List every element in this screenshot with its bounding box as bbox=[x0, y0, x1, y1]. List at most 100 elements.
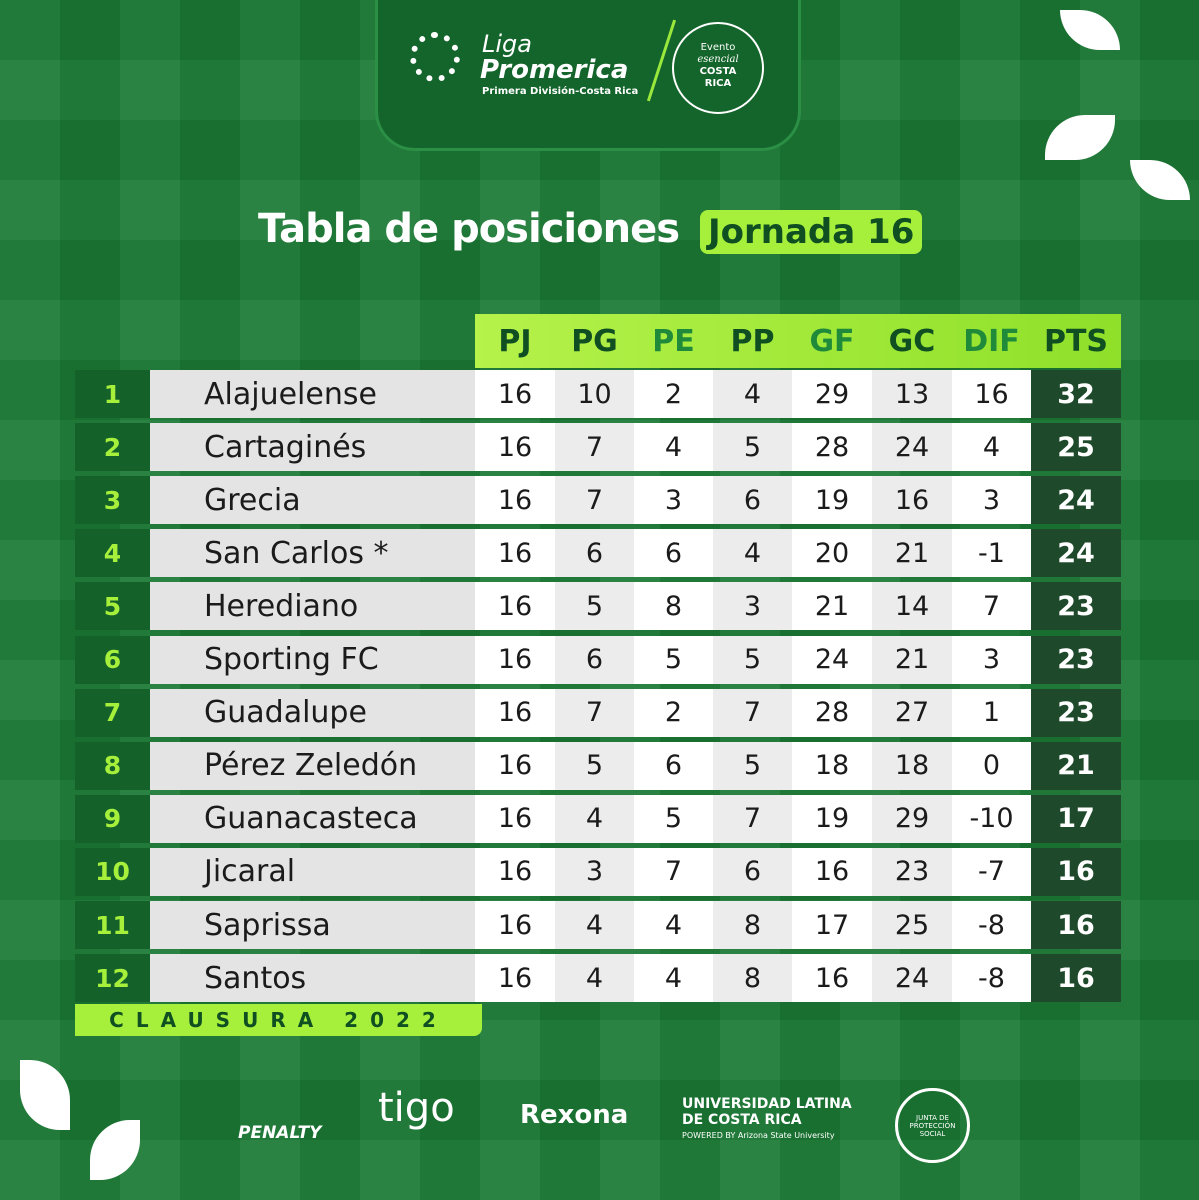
stat: 28 bbox=[792, 688, 872, 737]
team: Herediano bbox=[150, 582, 475, 631]
stat: 7 bbox=[713, 794, 792, 843]
column-header: PP bbox=[730, 323, 775, 359]
stat: 7 bbox=[713, 688, 792, 737]
stat: 16 bbox=[475, 529, 555, 578]
event-text: esencial bbox=[697, 54, 739, 65]
stat: 16 bbox=[792, 847, 872, 896]
sponsor: DE COSTA RICA bbox=[682, 1112, 802, 1128]
stat: 21 bbox=[872, 529, 952, 578]
stat: 16 bbox=[792, 954, 872, 1003]
column-header: DIF bbox=[963, 323, 1020, 359]
stat: 6 bbox=[634, 741, 713, 790]
sponsor: POWERED BY Arizona State University bbox=[682, 1131, 835, 1140]
header-band bbox=[475, 314, 1121, 368]
stat: 8 bbox=[713, 954, 792, 1003]
stat: 14 bbox=[872, 582, 952, 631]
stat: 20 bbox=[792, 529, 872, 578]
stat: 29 bbox=[792, 370, 872, 418]
column-header: GF bbox=[809, 323, 855, 359]
stat: 10 bbox=[555, 370, 634, 418]
rank: 11 bbox=[75, 901, 150, 949]
stat: 16 bbox=[475, 423, 555, 472]
stat: 24 bbox=[872, 954, 952, 1003]
league-subtitle: Primera División-Costa Rica bbox=[482, 86, 639, 97]
stat: 5 bbox=[713, 635, 792, 684]
stat: 3 bbox=[555, 847, 634, 896]
points: 24 bbox=[1031, 529, 1121, 578]
stat: 6 bbox=[555, 635, 634, 684]
stat: 4 bbox=[713, 370, 792, 418]
stat: -1 bbox=[952, 529, 1031, 578]
team: Jicaral bbox=[150, 847, 475, 896]
stat: 16 bbox=[475, 741, 555, 790]
stat: 4 bbox=[634, 954, 713, 1003]
stat: 17 bbox=[792, 901, 872, 949]
stat: 4 bbox=[952, 423, 1031, 472]
stat: 18 bbox=[872, 741, 952, 790]
leaf bbox=[1130, 160, 1190, 200]
stat: 4 bbox=[634, 423, 713, 472]
rank: 12 bbox=[75, 954, 150, 1003]
stat: 7 bbox=[555, 688, 634, 737]
season-footer: CLAUSURA 2022 bbox=[75, 1004, 482, 1036]
team: Santos bbox=[150, 954, 475, 1003]
logo-ring bbox=[410, 32, 460, 82]
stat: 18 bbox=[792, 741, 872, 790]
stat: -7 bbox=[952, 847, 1031, 896]
stat: 16 bbox=[475, 794, 555, 843]
team: Guanacasteca bbox=[150, 794, 475, 843]
stat: 16 bbox=[475, 370, 555, 418]
event-text: Evento bbox=[700, 42, 736, 53]
leaf bbox=[1060, 10, 1120, 50]
stat: 16 bbox=[475, 688, 555, 737]
stat: 4 bbox=[555, 794, 634, 843]
rank: 1 bbox=[75, 370, 150, 418]
rank: 7 bbox=[75, 688, 150, 737]
event-text: COSTA bbox=[699, 66, 737, 77]
column-header: PG bbox=[571, 323, 618, 359]
stat: 21 bbox=[872, 635, 952, 684]
column-header: PTS bbox=[1043, 323, 1109, 359]
team: San Carlos * bbox=[150, 529, 475, 578]
stat: 8 bbox=[713, 901, 792, 949]
stat: -10 bbox=[952, 794, 1031, 843]
stat: 19 bbox=[792, 794, 872, 843]
points: 32 bbox=[1031, 370, 1121, 418]
stat: 13 bbox=[872, 370, 952, 418]
team: Grecia bbox=[150, 476, 475, 525]
team: Saprissa bbox=[150, 901, 475, 949]
stat: 7 bbox=[952, 582, 1031, 631]
stat: 0 bbox=[952, 741, 1031, 790]
stat: 16 bbox=[475, 635, 555, 684]
stat: 5 bbox=[634, 794, 713, 843]
stat: 21 bbox=[792, 582, 872, 631]
column-header: PE bbox=[652, 323, 695, 359]
team: Sporting FC bbox=[150, 635, 475, 684]
stat: 16 bbox=[475, 476, 555, 525]
stat: 7 bbox=[555, 423, 634, 472]
rank: 5 bbox=[75, 582, 150, 631]
stat: 16 bbox=[475, 901, 555, 949]
points: 17 bbox=[1031, 794, 1121, 843]
rank: 9 bbox=[75, 794, 150, 843]
stat: 6 bbox=[555, 529, 634, 578]
stat: -8 bbox=[952, 901, 1031, 949]
leaf bbox=[1045, 115, 1115, 160]
column-header: PJ bbox=[498, 323, 532, 359]
rank: 2 bbox=[75, 423, 150, 472]
sponsor: PENALTY bbox=[238, 1123, 322, 1143]
points: 16 bbox=[1031, 847, 1121, 896]
stat: 8 bbox=[634, 582, 713, 631]
event-text: RICA bbox=[704, 78, 732, 89]
team: Guadalupe bbox=[150, 688, 475, 737]
stat: 25 bbox=[872, 901, 952, 949]
sponsor: Rexona bbox=[520, 1100, 629, 1130]
stat: 3 bbox=[634, 476, 713, 525]
stat: 24 bbox=[792, 635, 872, 684]
team: Cartaginés bbox=[150, 423, 475, 472]
stat: 2 bbox=[634, 688, 713, 737]
stat: 16 bbox=[952, 370, 1031, 418]
points: 23 bbox=[1031, 582, 1121, 631]
stat: 2 bbox=[634, 370, 713, 418]
